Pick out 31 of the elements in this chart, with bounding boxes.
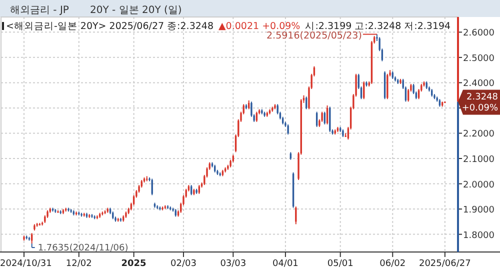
y-tick-label: 1.9000 xyxy=(463,206,495,216)
y-tick-label: 2.6000 xyxy=(463,28,495,39)
y-tick-label: 2.4000 xyxy=(463,79,495,90)
x-tick-label: 04/01 xyxy=(272,259,298,269)
text: +0.09% xyxy=(462,104,498,114)
x-tick-label: 12/02 xyxy=(66,259,92,269)
y-tick-label: 2.1000 xyxy=(463,155,495,166)
candlestick xyxy=(386,73,388,100)
annotation: 시:2.3199 고:2.3248 저:2.3194 xyxy=(305,21,451,32)
x-tick-label: 05/01 xyxy=(327,259,354,269)
annotation: <해외금리-일본 20Y> 2025/06/27 종:2.3248 xyxy=(6,21,214,32)
candlestick xyxy=(295,206,297,225)
chart-title: 해외금리 - JP xyxy=(10,5,69,16)
chart-subtitle: 20Y - 일본 20Y (일) xyxy=(90,5,182,16)
x-tick-label: 06/02 xyxy=(380,259,406,269)
y-tick-label: 2.2000 xyxy=(463,130,495,140)
candlestick xyxy=(412,83,414,95)
x-tick-label: 2025/06/27 xyxy=(418,259,471,269)
x-tick-label: 2025 xyxy=(121,259,146,269)
annotation: 1.7635(2024/11/06) xyxy=(38,244,128,254)
x-tick-label: 03/03 xyxy=(220,259,246,269)
annotation: 2.5916(2025/05/23) xyxy=(266,30,362,42)
y-tick-label: 2.0000 xyxy=(463,180,495,190)
text: 2.3248 xyxy=(466,92,498,103)
y-tick-label: 2.5000 xyxy=(463,54,495,64)
x-tick-label: 02/03 xyxy=(170,259,196,269)
y-tick-label: 1.8000 xyxy=(463,230,495,241)
annotation: ▲0.0021 +0.09% xyxy=(218,21,300,32)
candlestick xyxy=(287,124,289,135)
x-tick-label: 2024/10/31 xyxy=(0,259,52,269)
candlestick xyxy=(363,80,365,100)
